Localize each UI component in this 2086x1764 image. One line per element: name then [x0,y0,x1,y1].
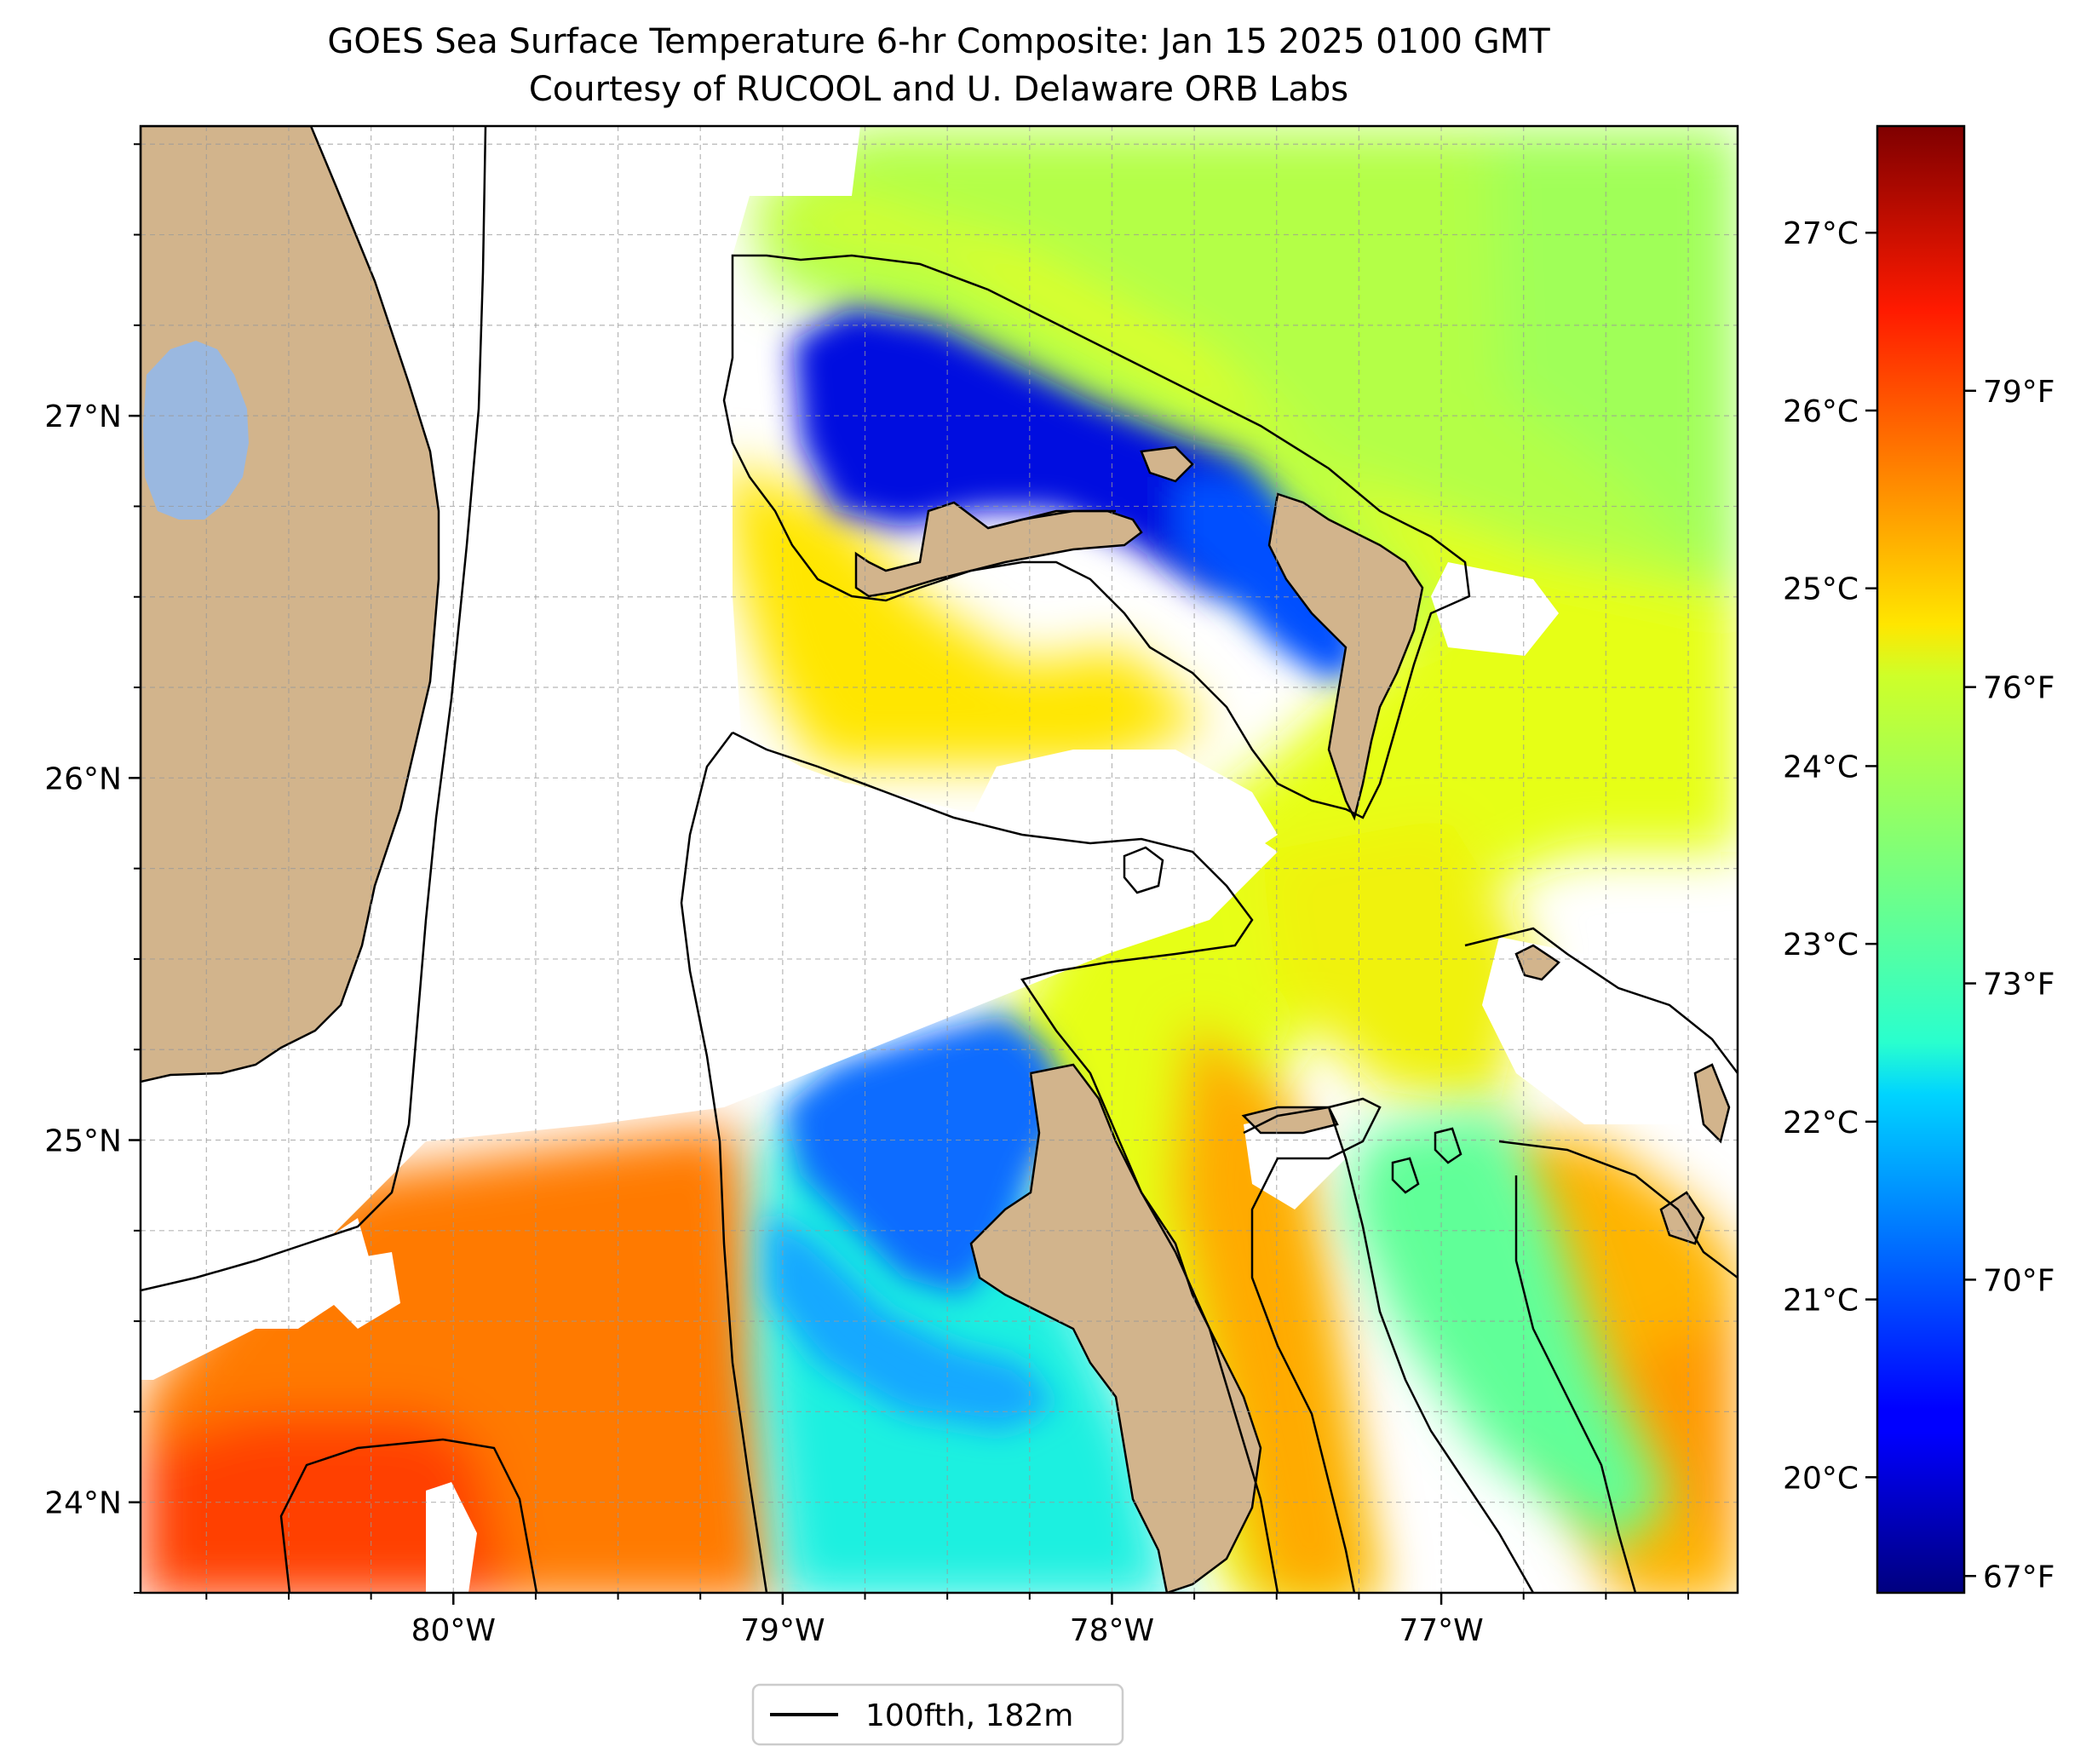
isobath-little-bahama-bank [722,254,1471,819]
latitude-axis: 24°N 25°N 26°N 27°N [44,143,141,1594]
colorbar-celsius-label: 26°C [1783,394,1859,429]
map-frame [139,124,1739,1594]
legend: 100fth, 182m [751,1683,1124,1746]
lon-tick-label: 77°W [1399,1613,1483,1648]
gridlines [141,126,1738,1593]
colorbar-celsius-label: 25°C [1783,572,1859,607]
land-exumas [1693,1063,1731,1144]
isobath-tongue-of-ocean [1327,1106,1535,1593]
lon-tick-label: 79°W [740,1613,825,1648]
colorbar-celsius-label: 24°C [1783,750,1859,784]
isobath-exuma-sound [1243,1097,1382,1593]
sst-east-orange [1618,1312,1738,1567]
isobath-small-ring-3 [1391,1157,1420,1194]
sst-central-yellow [741,204,1738,1593]
colorbar-celsius-label: 22°C [1783,1106,1859,1141]
sst-yellow-west [724,460,1210,767]
longitude-axis: 80°W 79°W 78°W 77°W [205,1593,1690,1648]
colorbar-fahrenheit-ticks: 67°F 70°F 73°F 76°F 79°F [1964,375,2055,1594]
lake-okeechobee [143,341,249,520]
colorbar: 20°C 21°C 22°C 23°C 24°C 25°C 26°C 27°C 67°F 70°… [1783,124,2055,1594]
colorbar-celsius-label: 20°C [1783,1461,1859,1496]
sst-southwest-red [141,1414,509,1593]
land-abaco [1267,492,1424,821]
isobath-southeast [1514,1175,1637,1593]
land-grand-bahama [854,501,1143,598]
isobath-east-loop [1498,1140,1738,1278]
no-data-florida-current [141,126,1278,1295]
chart-title-line1: GOES Sea Surface Temperature 6-hr Compos… [327,22,1550,61]
no-data-east-gap [1431,562,1559,656]
lat-tick-label: 26°N [44,761,122,796]
isobath-eleuthera [1464,927,1738,1074]
colorbar-fahrenheit-label: 73°F [1983,968,2055,1003]
lat-tick-label: 24°N [44,1486,122,1521]
colorbar-fahrenheit-label: 70°F [1983,1263,2055,1298]
colorbar-celsius-label: 21°C [1783,1284,1859,1319]
no-data-small-left [332,1252,400,1329]
sst-map: 80°W 79°W 78°W 77°W 24°N 25°N 26°N 27°N [44,124,1739,1648]
isobath-great-bahama-bank-west [732,731,1279,1593]
colorbar-fahrenheit-label: 79°F [1983,375,2055,410]
lat-tick-label: 25°N [44,1124,122,1159]
sst-south-blue-light [767,1210,1056,1431]
land-andros [969,1063,1262,1593]
legend-box [751,1683,1124,1746]
isobath-100fth [141,126,1738,1593]
land-new-providence [1241,1106,1339,1135]
sst-north-greenish [1491,136,1738,596]
colorbar-fahrenheit-label: 67°F [1983,1560,2055,1594]
isobath-small-ring-1 [1123,846,1164,894]
lat-tick-label: 27°N [44,399,122,434]
lon-tick-label: 80°W [411,1613,496,1648]
chart-title-line2: Courtesy of RUCOOL and U. Delaware ORB L… [529,70,1348,109]
sst-north-blue [1175,477,1363,681]
colorbar-fahrenheit-label: 76°F [1983,671,2055,706]
isobath-small-ring-2 [1434,1127,1462,1164]
isobath-west-edge [680,732,768,1593]
no-data-keys-strip [141,1218,375,1380]
colorbar-gradient [1876,124,1966,1594]
no-data-southwest-hole [426,1482,477,1593]
colorbar-celsius-label: 23°C [1783,928,1859,962]
land-berry-islands [1140,445,1194,483]
lon-tick-label: 78°W [1070,1613,1154,1648]
colorbar-celsius-label: 27°C [1783,216,1859,251]
isobath-southwest-loop [279,1438,538,1593]
isobath-florida [141,126,487,1292]
sst-yellow-east [1261,818,1533,1107]
sst-north-deep-blue [792,307,1295,613]
no-data-regions [141,126,1704,1593]
colorbar-celsius-ticks: 20°C 21°C 22°C 23°C 24°C 25°C 26°C 27°C [1783,216,1877,1496]
isobath-berry [987,509,1116,530]
no-data-northeast-cays [1482,937,1704,1124]
legend-entry-label: 100fth, 182m [865,1698,1073,1733]
